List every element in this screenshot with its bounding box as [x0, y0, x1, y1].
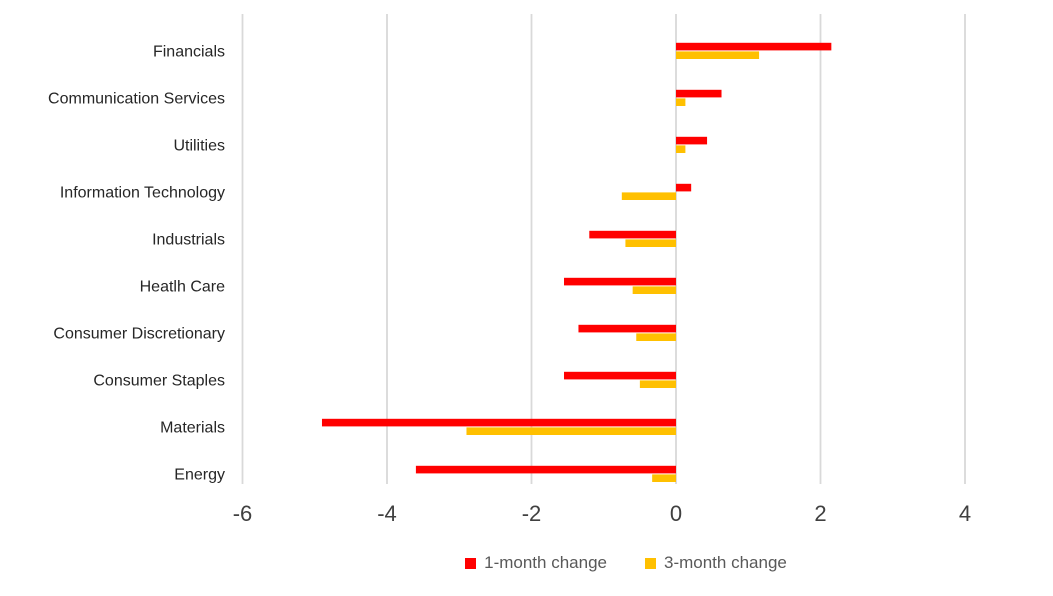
legend: 1-month change 3-month change — [242, 550, 1010, 576]
legend-item-3-month-change: 3-month change — [645, 553, 787, 573]
bar-communication-services-series-1 — [676, 98, 686, 106]
bar-consumer-discretionary-series-0 — [578, 324, 676, 333]
legend-item-1-month-change: 1-month change — [465, 553, 607, 573]
legend-label-3-month-change: 3-month change — [664, 553, 787, 572]
bar-materials-series-0 — [321, 418, 676, 427]
bar-information-technology-series-1 — [621, 192, 676, 200]
category-label: Energy — [174, 466, 225, 483]
legend-label-1-month-change: 1-month change — [484, 553, 607, 572]
bar-heatlh-care-series-0 — [564, 277, 676, 286]
bar-communication-services-series-0 — [676, 89, 722, 98]
legend-swatch-1-month-change — [465, 557, 477, 569]
bar-financials-series-1 — [676, 51, 760, 59]
category-label: Utilities — [173, 137, 225, 154]
category-label: Communication Services — [48, 90, 225, 107]
bar-consumer-staples-series-1 — [639, 380, 676, 388]
category-label: Heatlh Care — [140, 278, 225, 295]
x-tick-label: 4 — [959, 501, 971, 526]
bar-consumer-staples-series-0 — [564, 371, 676, 380]
category-label: Consumer Staples — [93, 372, 225, 389]
bar-industrials-series-1 — [625, 239, 676, 247]
x-tick-label: 2 — [814, 501, 826, 526]
bar-consumer-discretionary-series-1 — [636, 333, 676, 341]
legend-swatch-3-month-change — [645, 557, 656, 569]
x-tick-label: 0 — [670, 501, 682, 526]
bar-energy-series-1 — [652, 474, 676, 482]
bar-utilities-series-0 — [676, 136, 708, 145]
bar-energy-series-0 — [415, 465, 676, 474]
bar-industrials-series-0 — [589, 230, 676, 239]
x-tick-label: -6 — [233, 501, 253, 526]
bar-heatlh-care-series-1 — [632, 286, 676, 294]
plot-area: Financials Communication Services Utilitie… — [48, 14, 971, 526]
category-label: Consumer Discretionary — [53, 325, 225, 342]
category-label: Financials — [153, 43, 225, 60]
bar-materials-series-1 — [466, 427, 676, 435]
bar-utilities-series-1 — [676, 145, 686, 153]
category-label: Materials — [160, 419, 225, 436]
x-tick-label: -4 — [377, 501, 397, 526]
category-label: Information Technology — [60, 184, 225, 201]
x-tick-label: -2 — [522, 501, 542, 526]
bar-information-technology-series-0 — [676, 183, 692, 192]
category-label: Industrials — [152, 231, 225, 248]
bar-financials-series-0 — [676, 42, 832, 51]
